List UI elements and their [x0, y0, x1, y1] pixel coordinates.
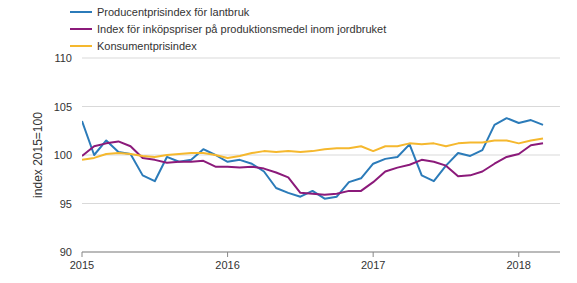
x-axis: [82, 252, 560, 253]
grid-line: [82, 252, 560, 253]
x-tick-label: 2018: [507, 259, 531, 271]
y-tick-label: 100: [54, 149, 72, 161]
series-line: [82, 141, 543, 194]
x-tick-label: 2016: [215, 259, 239, 271]
grid-line: [82, 106, 560, 107]
x-tick: [518, 252, 519, 257]
legend-swatch: [70, 28, 92, 30]
plot-area: [82, 118, 543, 199]
x-tick: [373, 252, 374, 257]
chart: 90 95 100 105 110 2015 2016 2017 2018 index 2015=…: [0, 0, 577, 283]
series-line: [82, 139, 543, 160]
y-tick-label: 90: [60, 246, 72, 258]
x-tick: [82, 252, 83, 257]
y-tick-label: 105: [54, 101, 72, 113]
legend-swatch: [70, 45, 92, 47]
x-tick: [227, 252, 228, 257]
y-axis-label: index 2015=100: [31, 112, 45, 198]
y-tick-label: 95: [60, 198, 72, 210]
series-line: [82, 118, 543, 199]
grid-line: [82, 203, 560, 204]
grid-line: [82, 155, 560, 156]
x-tick-label: 2017: [361, 259, 385, 271]
legend-label: Konsumentprisindex: [97, 40, 197, 52]
legend-label: Index för inköpspriser på produktionsmed…: [97, 23, 386, 35]
y-tick-label: 110: [54, 52, 72, 64]
legend-label: Producentprisindex för lantbruk: [97, 6, 250, 18]
x-tick-label: 2015: [70, 259, 94, 271]
grid-line: [82, 58, 560, 59]
legend-swatch: [70, 11, 92, 13]
